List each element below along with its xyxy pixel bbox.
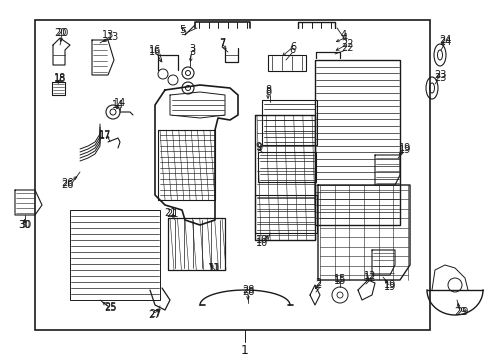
Text: 3: 3 bbox=[189, 44, 195, 54]
Text: 26: 26 bbox=[61, 180, 73, 190]
Text: 19: 19 bbox=[384, 280, 396, 290]
Bar bbox=[315, 60, 400, 225]
Text: 16: 16 bbox=[149, 47, 161, 57]
Text: 11: 11 bbox=[209, 263, 221, 273]
Text: 22: 22 bbox=[342, 43, 354, 53]
Text: 9: 9 bbox=[256, 143, 262, 153]
Text: 30: 30 bbox=[18, 220, 30, 230]
Bar bbox=[70, 210, 160, 300]
Text: 1: 1 bbox=[241, 343, 249, 356]
Bar bbox=[258, 152, 316, 182]
Bar bbox=[255, 195, 317, 233]
Text: 30: 30 bbox=[19, 220, 31, 230]
Text: 22: 22 bbox=[342, 39, 354, 49]
Text: 17: 17 bbox=[99, 131, 111, 141]
Bar bbox=[315, 60, 400, 225]
Text: 16: 16 bbox=[149, 45, 161, 55]
Text: 28: 28 bbox=[242, 285, 254, 295]
Text: 26: 26 bbox=[61, 178, 73, 188]
Text: 29: 29 bbox=[454, 307, 466, 317]
Text: 13: 13 bbox=[107, 32, 119, 42]
Text: 27: 27 bbox=[148, 310, 160, 320]
Text: 28: 28 bbox=[242, 287, 254, 297]
Text: 14: 14 bbox=[112, 100, 124, 110]
Text: 9: 9 bbox=[255, 142, 261, 152]
Text: 2: 2 bbox=[315, 280, 321, 290]
Text: 10: 10 bbox=[256, 235, 268, 245]
Text: 23: 23 bbox=[434, 73, 446, 83]
Text: 20: 20 bbox=[54, 28, 66, 38]
Text: 15: 15 bbox=[334, 276, 346, 286]
Text: 24: 24 bbox=[439, 35, 451, 45]
Bar bbox=[262, 100, 317, 145]
Text: 4: 4 bbox=[341, 30, 347, 40]
Text: 6: 6 bbox=[289, 45, 295, 55]
Text: 8: 8 bbox=[265, 87, 271, 97]
Text: 24: 24 bbox=[439, 37, 451, 47]
Text: 27: 27 bbox=[149, 309, 161, 319]
Text: 14: 14 bbox=[114, 98, 126, 108]
Text: 20: 20 bbox=[56, 28, 68, 38]
Bar bbox=[35, 20, 430, 330]
Text: 3: 3 bbox=[189, 47, 195, 57]
Text: 12: 12 bbox=[364, 271, 376, 281]
Text: 15: 15 bbox=[334, 274, 346, 284]
Text: 11: 11 bbox=[208, 263, 220, 273]
Text: 5: 5 bbox=[180, 27, 186, 37]
Text: 2: 2 bbox=[315, 278, 321, 288]
Text: 10: 10 bbox=[256, 238, 268, 248]
Bar bbox=[268, 55, 306, 71]
Text: 4: 4 bbox=[342, 33, 348, 43]
Text: 23: 23 bbox=[434, 70, 446, 80]
Text: 21: 21 bbox=[166, 209, 178, 219]
Text: 7: 7 bbox=[219, 38, 225, 48]
Text: 5: 5 bbox=[179, 25, 185, 35]
Text: 7: 7 bbox=[219, 39, 225, 49]
Text: 12: 12 bbox=[364, 273, 376, 283]
Text: 19: 19 bbox=[399, 145, 411, 155]
Text: 25: 25 bbox=[104, 303, 116, 313]
Text: 19: 19 bbox=[384, 282, 396, 292]
Text: 29: 29 bbox=[456, 307, 468, 317]
Text: 13: 13 bbox=[102, 30, 114, 40]
Text: 25: 25 bbox=[104, 302, 116, 312]
Text: 6: 6 bbox=[290, 42, 296, 52]
Text: 21: 21 bbox=[164, 208, 176, 218]
Text: 8: 8 bbox=[265, 85, 271, 95]
Text: 18: 18 bbox=[54, 73, 66, 83]
Text: 18: 18 bbox=[54, 74, 66, 84]
Text: 19: 19 bbox=[399, 143, 411, 153]
Text: 17: 17 bbox=[99, 130, 111, 140]
